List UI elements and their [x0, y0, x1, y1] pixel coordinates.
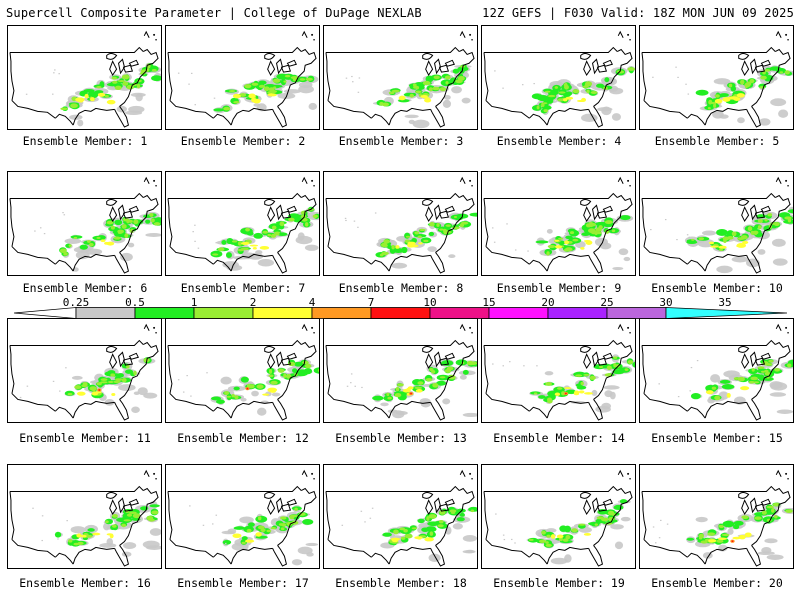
ensemble-member-label: Ensemble Member: 16 [19, 576, 151, 590]
page-title: Supercell Composite Parameter | College … [6, 6, 422, 20]
colorbar-tick-label: 0.25 [62, 296, 90, 309]
member-map-svg [9, 469, 161, 567]
colorbar-tick-label: 15 [482, 296, 496, 309]
ensemble-member-map [7, 318, 162, 423]
colorbar-segment [429, 307, 490, 319]
member-map-svg [9, 323, 159, 421]
ensemble-member-map [639, 25, 794, 130]
ensemble-member-label: Ensemble Member: 15 [651, 431, 783, 445]
ensemble-member-label: Ensemble Member: 17 [177, 576, 309, 590]
colorbar-tick-label: 25 [600, 296, 614, 309]
ensemble-member-label: Ensemble Member: 18 [335, 576, 467, 590]
colorbar-segment [665, 307, 788, 319]
colorbar-tick-label: 35 [718, 296, 732, 309]
member-map-svg [167, 176, 319, 274]
ensemble-member-label: Ensemble Member: 11 [19, 431, 151, 445]
ensemble-member-label: Ensemble Member: 5 [654, 134, 780, 148]
ensemble-member-label: Ensemble Member: 13 [335, 431, 467, 445]
ensemble-member-map [165, 318, 320, 423]
ensemble-member-map [481, 171, 636, 276]
colorbar-segment [134, 307, 195, 319]
colorbar-segment [252, 307, 313, 319]
ensemble-member-map [639, 318, 794, 423]
colorbar-tick-label: 30 [659, 296, 673, 309]
ensemble-member-map [481, 318, 636, 423]
ensemble-member-map [7, 171, 162, 276]
ensemble-member-label: Ensemble Member: 14 [493, 431, 625, 445]
member-map-svg [325, 323, 477, 421]
colorbar-segment [311, 307, 372, 319]
colorbar-tick-label: 20 [541, 296, 555, 309]
ensemble-member-map [639, 464, 794, 569]
member-map-svg [9, 30, 161, 128]
member-map-svg [167, 469, 319, 567]
ensemble-member-label: Ensemble Member: 12 [177, 431, 309, 445]
ensemble-member-map [323, 318, 478, 423]
member-map-svg [641, 323, 793, 421]
ensemble-member-label: Ensemble Member: 7 [180, 281, 306, 295]
ensemble-member-label: Ensemble Member: 19 [493, 576, 625, 590]
colorbar-tick-label: 4 [308, 296, 316, 309]
ensemble-member-map [7, 464, 162, 569]
ensemble-member-label: Ensemble Member: 4 [496, 134, 622, 148]
ensemble-member-map [481, 25, 636, 130]
ensemble-member-map [165, 464, 320, 569]
member-map-svg [167, 30, 319, 128]
member-map-svg [641, 176, 793, 274]
member-map-svg [325, 30, 475, 129]
ensemble-member-map [323, 464, 478, 569]
member-map-svg [167, 323, 319, 421]
colorbar-tick-label: 7 [367, 296, 375, 309]
member-map-svg [325, 176, 477, 274]
member-map-svg [483, 30, 635, 128]
ensemble-member-map [323, 171, 478, 276]
colorbar-tick-label: 0.5 [125, 296, 145, 309]
ensemble-member-map [165, 171, 320, 276]
colorbar-segment [370, 307, 431, 319]
ensemble-member-label: Ensemble Member: 20 [651, 576, 783, 590]
member-map-svg [483, 469, 633, 567]
ensemble-member-map [165, 25, 320, 130]
ensemble-member-map [481, 464, 636, 569]
colorbar-tick-label: 2 [249, 296, 257, 309]
colorbar-tick-label: 1 [190, 296, 198, 309]
ensemble-member-map [639, 171, 794, 276]
ensemble-member-label: Ensemble Member: 10 [651, 281, 783, 295]
colorbar-tick-label: 10 [423, 296, 437, 309]
member-map-svg [9, 176, 161, 274]
ensemble-member-label: Ensemble Member: 3 [338, 134, 464, 148]
colorbar-segment [75, 307, 136, 319]
member-map-svg [641, 469, 793, 567]
color-scale-bar [14, 307, 788, 319]
ensemble-member-label: Ensemble Member: 1 [22, 134, 148, 148]
member-map-svg [483, 176, 634, 274]
member-map-svg [325, 469, 477, 567]
ensemble-member-map [7, 25, 162, 130]
ensemble-member-map [323, 25, 478, 130]
colorbar-segment [606, 307, 667, 319]
colorbar-under-triangle [14, 307, 77, 319]
colorbar-segment [488, 307, 549, 319]
ensemble-member-label: Ensemble Member: 8 [338, 281, 464, 295]
colorbar-segment [193, 307, 254, 319]
ensemble-member-label: Ensemble Member: 6 [22, 281, 148, 295]
ensemble-member-label: Ensemble Member: 2 [180, 134, 306, 148]
ensemble-member-label: Ensemble Member: 9 [496, 281, 622, 295]
colorbar-segment [547, 307, 608, 319]
member-map-svg [483, 323, 635, 421]
member-map-svg [641, 30, 793, 128]
run-valid-time: 12Z GEFS | F030 Valid: 18Z MON JUN 09 20… [482, 6, 794, 20]
